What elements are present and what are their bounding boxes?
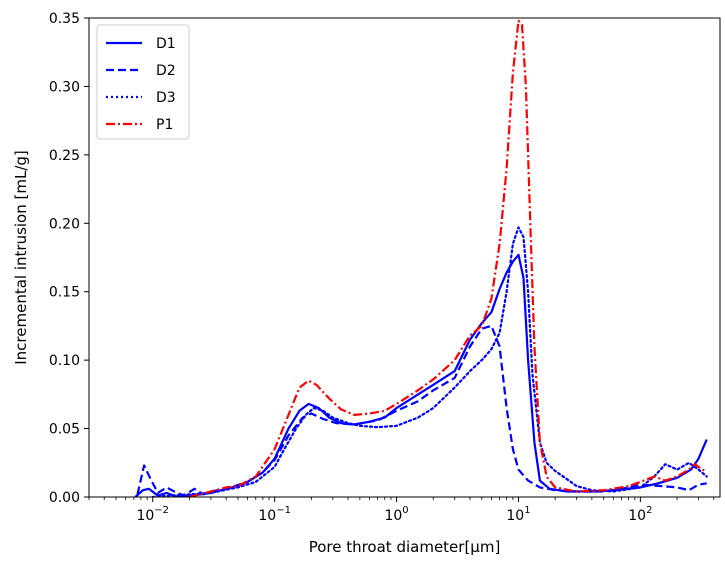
plot-frame — [88, 17, 721, 498]
x-tick-label: 10−1 — [258, 505, 291, 524]
series-line-d1 — [134, 253, 708, 497]
legend-label-d1: D1 — [156, 36, 176, 52]
series-line-d2 — [136, 324, 707, 497]
series-line-d3 — [151, 226, 708, 497]
legend: D1 D2 D3 P1 — [96, 24, 190, 140]
x-tick-label: 100 — [384, 505, 408, 524]
legend-label-d3: D3 — [156, 90, 176, 106]
x-axis: 10−2 10−1 100 101 102 — [88, 497, 715, 524]
y-tick-label: 0.30 — [49, 79, 80, 95]
y-tick-label: 0.05 — [49, 422, 80, 438]
y-tick-label: 0.20 — [49, 216, 80, 232]
series-line-p1 — [189, 19, 708, 497]
x-tick-label: 10−2 — [136, 505, 169, 524]
series-lines — [134, 19, 708, 497]
y-tick-label: 0.35 — [49, 11, 80, 27]
y-tick-label: 0.15 — [49, 285, 80, 301]
legend-label-d2: D2 — [156, 63, 176, 79]
y-tick-label: 0.00 — [49, 490, 80, 506]
y-tick-label: 0.25 — [49, 148, 80, 164]
x-axis-label: Pore throat diameter[µm] — [309, 538, 501, 556]
x-tick-label: 101 — [506, 505, 530, 524]
legend-box — [96, 24, 190, 140]
y-tick-label: 0.10 — [49, 353, 80, 369]
x-tick-label: 102 — [628, 505, 652, 524]
y-axis-label: Incremental intrusion [mL/g] — [12, 150, 30, 365]
legend-label-p1: P1 — [156, 117, 173, 133]
y-axis: 0.00 0.05 0.10 0.15 0.20 0.25 0.30 0.35 — [49, 11, 89, 506]
